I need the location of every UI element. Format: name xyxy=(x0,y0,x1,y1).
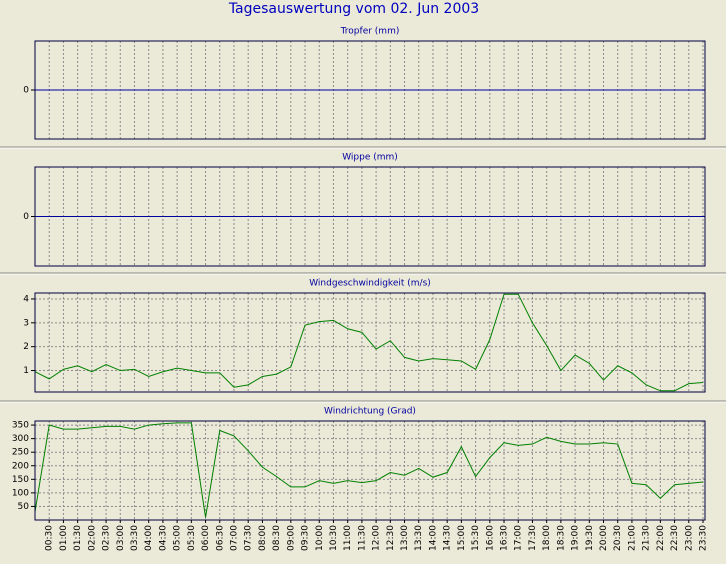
y-tick-label: 2 xyxy=(23,342,29,352)
x-tick-label: 15:30 xyxy=(471,525,481,551)
x-tick-label: 18:00 xyxy=(542,525,552,551)
x-tick-label: 11:00 xyxy=(343,525,353,551)
x-tick-label: 10:30 xyxy=(329,525,339,551)
x-tick-label: 16:30 xyxy=(500,525,510,551)
plot-frame xyxy=(34,420,706,521)
y-tick-label: 50 xyxy=(18,502,30,512)
plot-frame xyxy=(34,292,706,393)
x-tick-label: 14:00 xyxy=(428,525,438,551)
x-tick-label: 22:30 xyxy=(670,525,680,551)
x-tick-label: 07:30 xyxy=(244,525,254,551)
y-tick-label: 300 xyxy=(12,434,29,444)
x-tick-label: 04:00 xyxy=(144,525,154,551)
chart-title: Windrichtung (Grad) xyxy=(324,407,416,417)
data-line xyxy=(34,422,704,518)
x-tick-label: 12:30 xyxy=(386,525,396,551)
x-tick-label: 13:00 xyxy=(400,525,410,551)
y-tick-label: 100 xyxy=(12,488,29,498)
chart-title: Windgeschwindigkeit (m/s) xyxy=(309,279,431,289)
x-tick-label: 05:00 xyxy=(173,525,183,551)
separators xyxy=(0,146,726,403)
x-tick-label: 03:00 xyxy=(116,525,126,551)
plot-frame xyxy=(34,40,706,140)
x-tick-label: 17:00 xyxy=(514,525,524,551)
y-tick-label: 350 xyxy=(12,421,29,431)
x-tick-label: 00:30 xyxy=(45,525,55,551)
x-tick-label: 20:30 xyxy=(613,525,623,551)
x-tick-label: 01:30 xyxy=(73,525,83,551)
y-tick-label: 1 xyxy=(23,366,29,376)
y-tick-label: 250 xyxy=(12,448,29,458)
x-tick-label: 02:00 xyxy=(87,525,97,551)
y-tick-label: 3 xyxy=(23,318,29,328)
x-tick-label: 08:00 xyxy=(258,525,268,551)
x-tick-label: 23:30 xyxy=(699,525,709,551)
x-tick-label: 09:30 xyxy=(301,525,311,551)
x-tick-label: 06:30 xyxy=(215,525,225,551)
x-tick-label: 04:30 xyxy=(158,525,168,551)
y-tick-label: 150 xyxy=(12,475,29,485)
x-tick-label: 19:00 xyxy=(571,525,581,551)
page-title: Tagesauswertung vom 02. Jun 2003 xyxy=(228,1,479,17)
x-tick-label: 22:00 xyxy=(656,525,666,551)
x-tick-label: 10:00 xyxy=(315,525,325,551)
x-tick-label: 11:30 xyxy=(357,525,367,551)
y-tick-label: 0 xyxy=(23,212,29,222)
plot-frame xyxy=(34,166,706,267)
x-tick-label: 16:00 xyxy=(485,525,495,551)
y-tick-label: 200 xyxy=(12,461,29,471)
data-line xyxy=(34,293,704,392)
x-tick-label: 02:30 xyxy=(102,525,112,551)
x-tick-label: 14:30 xyxy=(443,525,453,551)
x-tick-label: 18:30 xyxy=(556,525,566,551)
x-tick-label: 20:00 xyxy=(599,525,609,551)
x-tick-label: 08:30 xyxy=(272,525,282,551)
x-tick-label: 12:00 xyxy=(372,525,382,551)
x-tick-label: 17:30 xyxy=(528,525,538,551)
x-tick-label: 21:30 xyxy=(642,525,652,551)
x-tick-label: 03:30 xyxy=(130,525,140,551)
x-tick-label: 23:00 xyxy=(684,525,694,551)
y-tick-label: 4 xyxy=(23,294,29,304)
x-tick-label: 15:00 xyxy=(457,525,467,551)
x-tick-label: 19:30 xyxy=(585,525,595,551)
y-tick-label: 0 xyxy=(23,86,29,96)
x-tick-label: 07:00 xyxy=(229,525,239,551)
x-tick-label: 06:00 xyxy=(201,525,211,551)
x-tick-label: 13:30 xyxy=(414,525,424,551)
chart-title: Tropfer (mm) xyxy=(340,27,400,37)
x-tick-label: 09:00 xyxy=(286,525,296,551)
chart-title: Wippe (mm) xyxy=(342,153,398,163)
x-tick-label: 05:30 xyxy=(187,525,197,551)
x-tick-label: 21:00 xyxy=(627,525,637,551)
x-tick-label: 01:00 xyxy=(59,525,69,551)
